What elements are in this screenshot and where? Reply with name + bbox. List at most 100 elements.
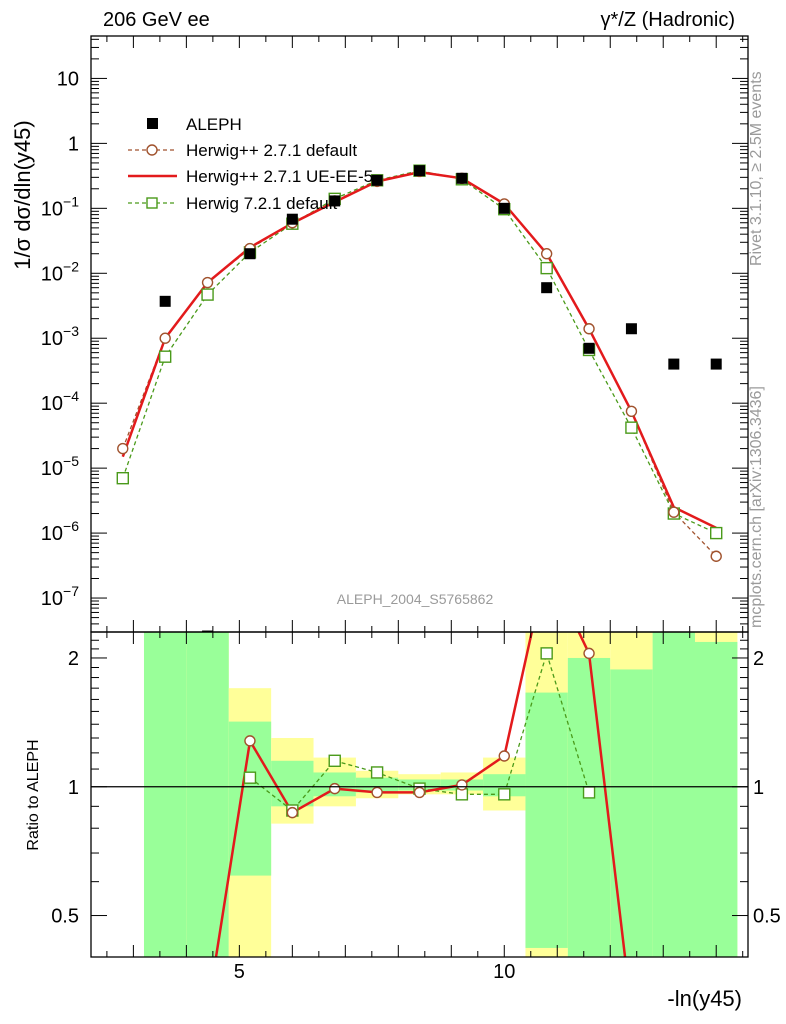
side-label-mcplots: mcplots.cern.ch [arXiv:1306.3436] (748, 386, 765, 628)
band-green (271, 760, 314, 807)
legend-marker-herwigpp-default (146, 144, 158, 156)
herwig7-point (540, 261, 553, 275)
herwigpp-default-point (625, 405, 638, 417)
y-tick-label-base: 10 (41, 263, 63, 285)
y-tick-label-exponent: −3 (63, 323, 79, 339)
x-axis-label: -ln(y45) (667, 986, 742, 1011)
herwig7-point (116, 471, 129, 485)
ratio-herwig7-point (498, 788, 511, 801)
header-left: 206 GeV ee (103, 9, 210, 31)
legend-marker-aleph (147, 118, 158, 129)
aleph-point (668, 358, 680, 370)
band-green (610, 669, 653, 957)
main-ylabel: 1/σ dσ/dln(y45) (10, 120, 35, 269)
aleph-point (456, 172, 468, 184)
y-tick-label-base: 10 (41, 588, 63, 610)
ratio-y-tick-label: 1 (68, 777, 79, 799)
herwig7-line (122, 170, 717, 534)
aleph-point (625, 323, 637, 335)
y-tick-label: 10−5 (41, 453, 79, 480)
aleph-point (541, 282, 553, 294)
y-tick-label-exponent: −7 (63, 583, 79, 599)
aleph-point (202, 630, 214, 632)
ratio-herwigpp-default-point (329, 782, 341, 795)
herwig7-point (201, 288, 214, 301)
herwigpp-default-point (710, 550, 722, 562)
y-tick-label-base: 10 (41, 198, 63, 220)
header-right: γ*/Z (Hadronic) (601, 9, 735, 31)
ratio-herwigpp-default-point (286, 806, 299, 819)
y-tick-label: 10−1 (41, 193, 79, 220)
main-series (116, 164, 723, 644)
side-label-rivet: Rivet 3.1.10, ≥ 2.5M events (748, 71, 765, 266)
y-tick-label-base: 10 (41, 328, 63, 350)
aleph-point (710, 358, 722, 370)
ratio-ylabel: Ratio to ALEPH (25, 739, 42, 850)
herwig7-point (158, 350, 172, 363)
y-tick-label: 10−6 (41, 518, 79, 545)
legend: ALEPH Herwig++ 2.7.1 default Herwig++ 2.… (128, 115, 373, 213)
ratio-bands (143, 632, 738, 957)
band-green (483, 774, 526, 797)
aleph-point (159, 295, 171, 307)
x-tick-label: 10 (493, 961, 515, 983)
ratio-herwig7-point (370, 766, 384, 779)
ratio-herwigpp-default-point (498, 750, 510, 762)
y-tick-label: 10−4 (41, 388, 79, 415)
legend-label-aleph: ALEPH (186, 115, 242, 134)
ratio-herwig7-point (243, 771, 257, 784)
main-ylabel-text: 1/σ dσ/dln(y45) (10, 120, 35, 269)
y-tick-label-base: 10 (41, 523, 63, 545)
ratio-herwig7-point (582, 786, 596, 799)
ratio-herwig7-point (540, 647, 553, 660)
ratio-y-tick-label-right: 0.5 (753, 906, 781, 928)
aleph-point (583, 342, 595, 354)
band-green (355, 777, 399, 793)
herwigpp-ueee5-line (121, 170, 717, 530)
y-tick-label-exponent: −4 (63, 388, 79, 404)
y-tick-label: 10−2 (41, 258, 79, 285)
aleph-point (117, 633, 128, 644)
ratio-herwigpp-default-point (371, 786, 383, 799)
herwigpp-default-point (201, 276, 214, 289)
y-tick-label-base: 10 (41, 393, 63, 415)
y-tick-label: 1 (68, 133, 79, 155)
y-tick-label-exponent: −1 (63, 193, 79, 209)
band-green (525, 692, 568, 948)
band-green (695, 641, 738, 957)
herwigpp-default-point (159, 332, 171, 344)
y-tick-label-exponent: −6 (63, 518, 79, 534)
ratio-frame (90, 631, 749, 958)
ratio-y-tick-label: 2 (68, 648, 79, 670)
aleph-point (244, 248, 256, 260)
herwigpp-default-point (583, 323, 595, 335)
legend-label-herwigpp-ueee5: Herwig++ 2.7.1 UE-EE-5 (186, 167, 373, 186)
herwig7-point (625, 421, 638, 434)
x-tick-label: 5 (234, 961, 245, 983)
ratio-herwigpp-default-point (244, 735, 256, 747)
y-tick-label-exponent: −2 (63, 258, 79, 274)
band-green (567, 657, 611, 957)
aleph-point (371, 174, 383, 186)
ratio-herwigpp-default-point (413, 786, 426, 799)
band-green (186, 632, 229, 957)
ratio-herwig7-point (328, 754, 341, 767)
y-tick-label-exponent: −5 (63, 453, 79, 469)
aleph-point (498, 202, 510, 214)
band-green (143, 632, 187, 957)
y-tick-label: 10−7 (41, 583, 79, 610)
ratio-y-tick-label-right: 1 (753, 777, 764, 799)
aleph-point (286, 213, 298, 225)
legend-label-herwigpp-default: Herwig++ 2.7.1 default (186, 141, 357, 160)
aleph-point (414, 165, 425, 177)
ratio-series (214, 632, 627, 957)
aleph-point (329, 195, 341, 207)
herwigpp-default-point (540, 248, 553, 260)
legend-marker-herwig7 (146, 197, 158, 209)
ratio-herwigpp-default-point (583, 647, 595, 660)
ratio-y-tick-label-right: 2 (753, 648, 764, 670)
band-green (652, 632, 696, 957)
watermark: ALEPH_2004_S5765862 (337, 591, 494, 607)
